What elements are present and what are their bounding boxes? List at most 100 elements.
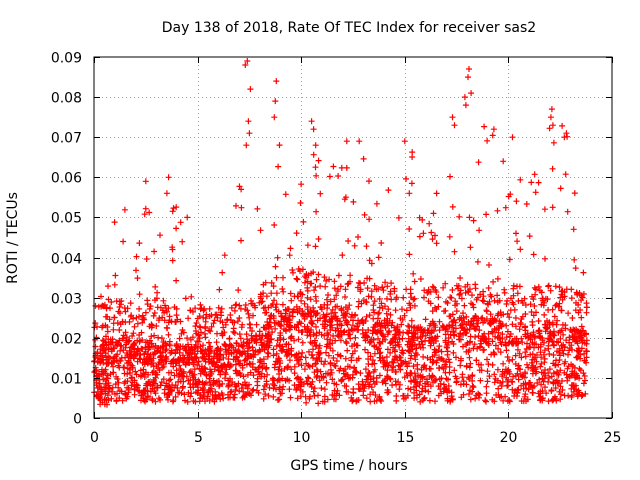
data-point bbox=[161, 317, 168, 324]
data-point bbox=[169, 208, 176, 215]
data-point bbox=[223, 366, 230, 373]
data-point bbox=[101, 338, 107, 345]
data-point bbox=[92, 320, 99, 327]
data-point bbox=[494, 377, 501, 384]
data-point bbox=[506, 333, 513, 340]
data-point bbox=[143, 382, 150, 389]
data-point bbox=[479, 314, 486, 321]
data-point bbox=[299, 339, 306, 346]
data-point bbox=[136, 305, 143, 312]
x-tick-label: 20 bbox=[500, 430, 518, 446]
data-point bbox=[542, 367, 548, 373]
data-point bbox=[435, 303, 442, 310]
data-point bbox=[578, 314, 585, 321]
data-point bbox=[220, 354, 227, 361]
data-point bbox=[92, 336, 99, 343]
data-point bbox=[513, 230, 519, 237]
data-point bbox=[150, 368, 157, 375]
data-point bbox=[226, 381, 232, 387]
data-point bbox=[445, 335, 452, 341]
y-tick-labels: 0 0.01 0.02 0.03 0.04 0.05 0.06 0.07 0.08 0.09 bbox=[51, 51, 82, 428]
data-point bbox=[307, 339, 314, 346]
data-point bbox=[243, 142, 250, 149]
data-point bbox=[217, 318, 224, 325]
data-point bbox=[558, 307, 565, 314]
data-point bbox=[506, 357, 513, 364]
data-point bbox=[197, 343, 204, 350]
data-point bbox=[537, 363, 544, 370]
data-point bbox=[320, 373, 327, 380]
data-point bbox=[185, 351, 192, 358]
data-point bbox=[379, 305, 386, 312]
data-point bbox=[367, 353, 374, 360]
data-point bbox=[489, 328, 495, 335]
data-point bbox=[481, 346, 487, 353]
data-point bbox=[306, 363, 313, 370]
data-point bbox=[122, 329, 129, 336]
data-point bbox=[163, 382, 170, 389]
data-point bbox=[355, 355, 362, 362]
data-point bbox=[425, 286, 432, 293]
x-tick-label: 15 bbox=[397, 430, 415, 446]
data-point bbox=[318, 306, 325, 313]
data-point bbox=[291, 324, 298, 331]
data-point bbox=[484, 137, 491, 144]
data-point bbox=[328, 369, 335, 376]
x-tick-label: 0 bbox=[90, 430, 99, 446]
data-point bbox=[149, 397, 156, 404]
data-point bbox=[421, 294, 427, 301]
data-point bbox=[359, 378, 366, 385]
data-point bbox=[500, 158, 507, 165]
data-point bbox=[99, 342, 106, 349]
data-point bbox=[563, 286, 570, 293]
data-point bbox=[231, 319, 238, 326]
data-point bbox=[285, 341, 292, 348]
data-point bbox=[121, 370, 128, 377]
data-point bbox=[486, 262, 492, 268]
data-point bbox=[163, 190, 170, 197]
data-point bbox=[515, 376, 522, 383]
data-point bbox=[182, 361, 189, 368]
data-point bbox=[405, 330, 412, 337]
data-point bbox=[360, 320, 366, 326]
data-point bbox=[428, 340, 435, 346]
data-point bbox=[484, 356, 490, 363]
data-point bbox=[360, 155, 367, 162]
data-point bbox=[252, 332, 259, 339]
data-point bbox=[482, 397, 489, 404]
data-point bbox=[386, 317, 393, 324]
data-point bbox=[406, 190, 413, 197]
data-point bbox=[151, 310, 158, 316]
data-point bbox=[362, 346, 368, 353]
data-point bbox=[313, 323, 319, 330]
data-point bbox=[269, 375, 276, 382]
data-point bbox=[286, 386, 293, 393]
data-point bbox=[104, 392, 111, 399]
data-point bbox=[580, 291, 587, 297]
data-point bbox=[384, 387, 391, 393]
data-point bbox=[139, 359, 146, 366]
data-point bbox=[535, 179, 542, 186]
data-point bbox=[171, 384, 178, 391]
data-point bbox=[298, 181, 305, 188]
data-point bbox=[521, 393, 528, 400]
x-tick-label: 25 bbox=[604, 430, 622, 446]
data-point bbox=[556, 388, 563, 395]
data-point bbox=[313, 208, 320, 215]
data-point bbox=[540, 351, 547, 358]
data-point bbox=[529, 322, 536, 329]
data-point bbox=[139, 312, 146, 319]
data-point bbox=[311, 385, 318, 392]
data-point bbox=[384, 373, 390, 380]
data-point bbox=[342, 286, 349, 293]
data-point bbox=[270, 346, 277, 353]
data-point bbox=[463, 381, 470, 388]
data-point bbox=[463, 341, 470, 348]
data-point bbox=[233, 383, 240, 390]
data-point bbox=[105, 283, 111, 290]
data-point bbox=[475, 315, 482, 322]
data-point bbox=[144, 360, 151, 367]
data-point bbox=[318, 358, 325, 365]
data-point bbox=[222, 369, 229, 376]
data-point bbox=[240, 388, 247, 395]
